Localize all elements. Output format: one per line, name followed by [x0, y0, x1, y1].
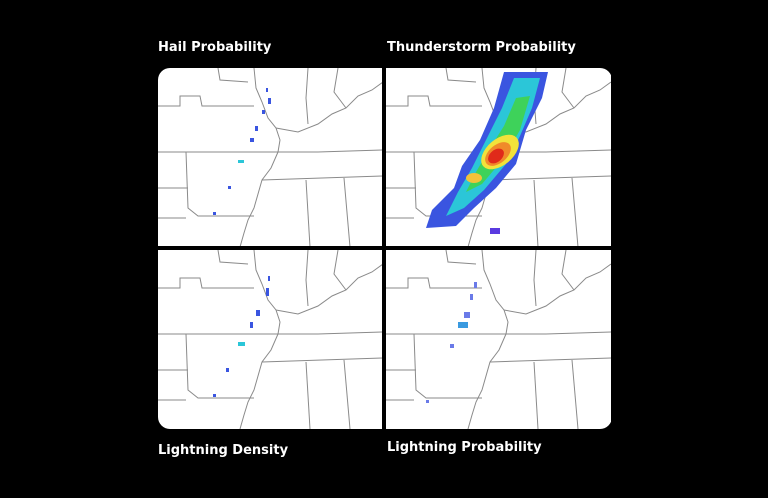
panel-label: Lightning Density	[158, 443, 289, 458]
probability-field	[426, 72, 548, 234]
map-panel	[158, 68, 383, 247]
panel-label: Hail Probability	[158, 40, 272, 55]
panel-label: Lightning Probability	[387, 440, 542, 455]
map-panel	[158, 250, 383, 429]
map-panel	[386, 250, 611, 429]
panel-grid	[158, 68, 612, 429]
map-panel	[386, 68, 611, 247]
divider	[158, 246, 612, 250]
storm-cells	[213, 88, 271, 215]
panel-label: Thunderstorm Probability	[387, 40, 576, 55]
storm-cells	[213, 276, 270, 397]
storm-cells	[426, 282, 477, 403]
